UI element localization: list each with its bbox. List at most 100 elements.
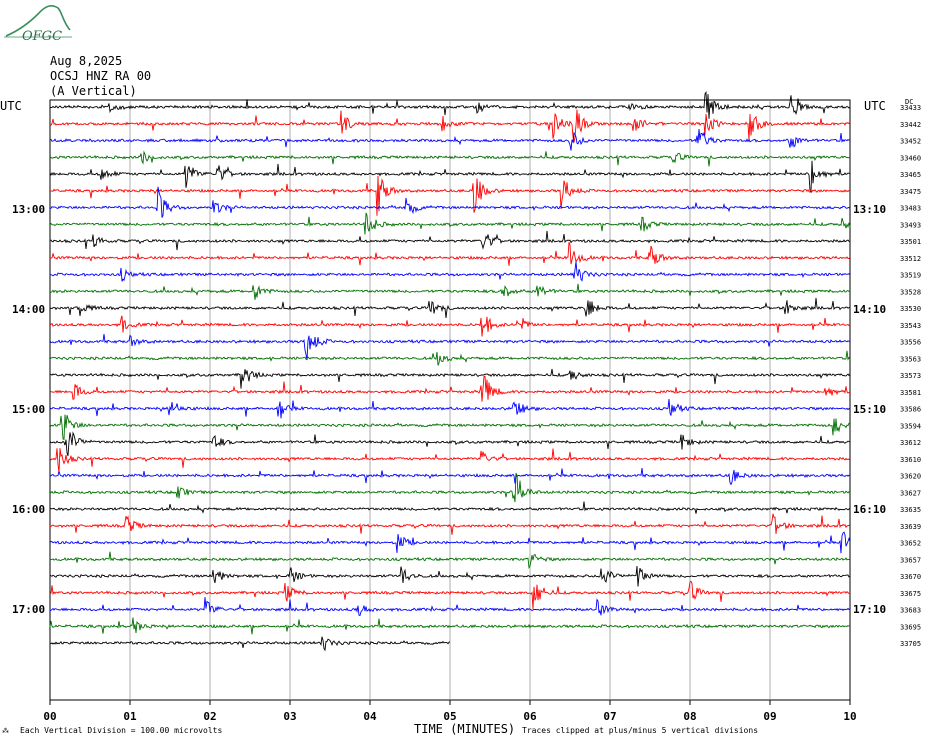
seismic-trace-line	[49, 375, 851, 402]
dc-offset-value: 33683	[900, 607, 921, 615]
dc-offset-value: 33528	[900, 288, 921, 296]
x-tick-label: 04	[363, 710, 377, 723]
left-hour-label: 16:00	[12, 503, 45, 516]
seismic-trace-line	[50, 175, 851, 216]
seismic-trace-line	[49, 597, 851, 617]
right-hour-label: 15:10	[853, 403, 886, 416]
right-hour-labels: 13:10 14:10 15:10 16:10 17:10	[853, 203, 886, 616]
dc-offset-value: 33695	[900, 623, 921, 631]
x-tick-label: 01	[123, 710, 137, 723]
left-hour-labels: 13:00 14:00 15:00 16:00 17:00	[12, 203, 45, 616]
dc-offset-value: 33594	[900, 422, 921, 430]
x-tick-label: 08	[683, 710, 696, 723]
scale-icon: ⁂	[2, 727, 9, 735]
seismic-trace-line	[49, 160, 851, 194]
dc-offset-value: 33657	[900, 556, 921, 564]
x-tick-label: 09	[763, 710, 776, 723]
x-axis-ticks: 00 01 02 03 04 05 06 07 08 09 10	[43, 700, 857, 723]
seismic-trace-line	[49, 566, 851, 587]
seismic-trace-line	[49, 242, 851, 266]
right-utc-label: UTC	[864, 99, 886, 113]
seismic-trace-line	[49, 531, 851, 554]
seismic-trace-line	[49, 472, 851, 503]
seismic-trace-line	[50, 186, 851, 218]
seismic-trace-line	[49, 501, 851, 514]
seismic-trace-line	[49, 230, 851, 251]
dc-offset-value: 33483	[900, 205, 921, 213]
dc-offset-value: 33612	[900, 439, 921, 447]
left-hour-label: 13:00	[12, 203, 45, 216]
seismic-trace-line	[49, 448, 851, 473]
dc-offset-value: 33573	[900, 372, 921, 380]
dc-offset-value: 33670	[900, 573, 921, 581]
dc-offset-column: 33433 33442 33452 33460 33465 33475 33483 33493…	[900, 104, 921, 648]
seismic-trace-line	[49, 431, 851, 457]
left-hour-label: 14:00	[12, 303, 45, 316]
logo-mountain-icon	[5, 4, 71, 37]
x-tick-label: 02	[203, 710, 216, 723]
scale-note: Each Vertical Division = 100.00 microvol…	[20, 726, 222, 735]
seismic-trace-line	[49, 414, 851, 441]
x-tick-label: 10	[843, 710, 856, 723]
seismic-trace-line	[49, 109, 851, 143]
seismic-trace-line	[49, 333, 851, 361]
seismic-trace-line	[49, 150, 851, 167]
dc-offset-value: 33586	[900, 406, 921, 414]
station-label: OCSJ HNZ RA 00	[50, 69, 151, 83]
x-tick-label: 05	[443, 710, 456, 723]
dc-offset-value: 33493	[900, 221, 921, 229]
dc-offset-value: 33543	[900, 322, 921, 330]
x-tick-label: 07	[603, 710, 616, 723]
x-tick-label: 06	[523, 710, 537, 723]
x-tick-label: 00	[43, 710, 56, 723]
seismic-trace-line	[49, 212, 851, 235]
dc-offset-value: 33620	[900, 473, 921, 481]
dc-offset-value: 33705	[900, 640, 921, 648]
dc-column-header: DC	[905, 98, 913, 106]
dc-offset-value: 33563	[900, 355, 921, 363]
component-label: (A Vertical)	[50, 84, 137, 98]
dc-offset-value: 33610	[900, 456, 921, 464]
dc-offset-value: 33556	[900, 339, 921, 347]
dc-offset-value: 33627	[900, 489, 921, 497]
seismic-trace-line	[49, 91, 851, 119]
dc-offset-value: 33675	[900, 590, 921, 598]
x-tick-label: 03	[283, 710, 296, 723]
right-hour-label: 17:10	[853, 603, 886, 616]
clip-note: Traces clipped at plus/minus 5 vertical …	[522, 726, 758, 735]
dc-offset-value: 33635	[900, 506, 921, 514]
dc-offset-value: 33639	[900, 523, 921, 531]
seismic-trace-line	[49, 467, 851, 486]
seismic-trace-line	[49, 551, 851, 570]
dc-offset-value: 33452	[900, 138, 921, 146]
seismic-trace-line	[49, 129, 851, 151]
dc-offset-value: 33512	[900, 255, 921, 263]
seismic-trace-line	[49, 283, 851, 300]
logo-text: OFGC	[22, 29, 62, 44]
right-hour-label: 14:10	[853, 303, 886, 316]
dc-offset-value: 33652	[900, 540, 921, 548]
seismic-trace-line	[50, 636, 451, 652]
date-label: Aug 8,2025	[50, 54, 122, 68]
seismic-trace-line	[49, 617, 850, 635]
x-axis-title: TIME (MINUTES)	[414, 722, 515, 736]
seismic-trace-line	[49, 315, 851, 337]
right-hour-label: 16:10	[853, 503, 886, 516]
dc-offset-value: 33519	[900, 272, 921, 280]
dc-offset-value: 33475	[900, 188, 921, 196]
seismic-trace-line	[49, 350, 851, 366]
left-utc-label: UTC	[0, 99, 22, 113]
dc-offset-value: 33501	[900, 238, 921, 246]
dc-offset-value: 33460	[900, 154, 921, 162]
seismic-trace-line	[49, 398, 851, 419]
dc-offset-value: 33433	[900, 104, 921, 112]
seismic-trace-line	[49, 297, 851, 318]
left-hour-label: 17:00	[12, 603, 45, 616]
right-hour-label: 13:10	[853, 203, 886, 216]
dc-offset-value: 33530	[900, 305, 921, 313]
left-hour-label: 15:00	[12, 403, 45, 416]
ofgc-logo: OFGC	[4, 4, 72, 44]
dc-offset-value: 33442	[900, 121, 921, 129]
dc-offset-value: 33465	[900, 171, 921, 179]
